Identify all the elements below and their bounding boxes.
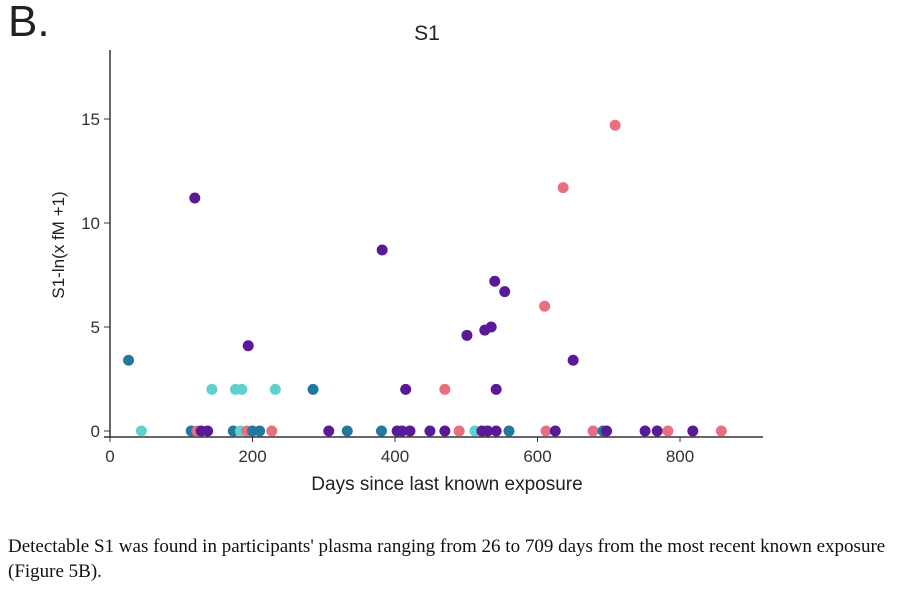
data-point-purple — [400, 383, 412, 395]
data-point-cyan — [206, 383, 218, 395]
panel-label: B. — [8, 0, 50, 46]
y-tick-label: 10 — [81, 214, 100, 233]
data-point-cyan — [135, 425, 147, 437]
data-point-purple — [461, 329, 473, 341]
data-point-pink — [557, 182, 569, 194]
data-point-purple — [242, 340, 254, 352]
data-point-blue — [341, 425, 353, 437]
x-tick-label: 800 — [666, 447, 694, 466]
data-point-pink — [266, 425, 278, 437]
scatter-chart: S1 0 200 400 600 800 0 5 10 15 Days since last k… — [49, 22, 763, 495]
data-point-blue — [375, 425, 387, 437]
data-point-pink — [662, 425, 674, 437]
data-point-purple — [490, 425, 502, 437]
y-axis-label: S1-ln(x fM +1) — [49, 191, 68, 298]
y-tick-label: 5 — [91, 318, 100, 337]
data-point-pink — [439, 383, 451, 395]
x-tick-label: 400 — [381, 447, 409, 466]
data-point-cyan — [269, 383, 281, 395]
x-axis-label: Days since last known exposure — [311, 474, 582, 495]
data-point-purple — [639, 425, 651, 437]
data-point-purple — [323, 425, 335, 437]
data-point-purple — [490, 383, 502, 395]
data-point-cyan — [236, 383, 248, 395]
data-point-purple — [601, 425, 613, 437]
data-point-purple — [439, 425, 451, 437]
data-point-pink — [715, 425, 727, 437]
y-tick-label: 0 — [91, 422, 100, 441]
data-point-purple — [202, 425, 214, 437]
y-tick-label: 15 — [81, 110, 100, 129]
data-point-blue — [254, 425, 266, 437]
x-tick-label: 0 — [105, 447, 114, 466]
data-point-blue — [123, 354, 135, 366]
data-point-purple — [499, 286, 511, 298]
data-point-purple — [396, 425, 408, 437]
data-point-purple — [549, 425, 561, 437]
data-point-pink — [587, 425, 599, 437]
data-point-blue — [503, 425, 515, 437]
data-point-purple — [485, 321, 497, 333]
data-point-pink — [539, 300, 551, 312]
chart-title: S1 — [414, 22, 440, 45]
data-point-purple — [404, 425, 416, 437]
data-point-purple — [489, 275, 501, 287]
data-point-purple — [687, 425, 699, 437]
data-point-blue — [307, 383, 319, 395]
data-point-purple — [482, 425, 494, 437]
x-tick-label: 600 — [523, 447, 551, 466]
data-point-purple — [651, 425, 663, 437]
data-point-purple — [567, 354, 579, 366]
x-tick-label: 200 — [238, 447, 266, 466]
data-point-pink — [540, 425, 552, 437]
data-point-purple — [189, 192, 201, 204]
data-point-pink — [453, 425, 465, 437]
data-point-pink — [609, 119, 621, 131]
data-point-purple — [424, 425, 436, 437]
data-point-purple — [376, 244, 388, 256]
figure-caption: Detectable S1 was found in participants'… — [8, 536, 886, 582]
